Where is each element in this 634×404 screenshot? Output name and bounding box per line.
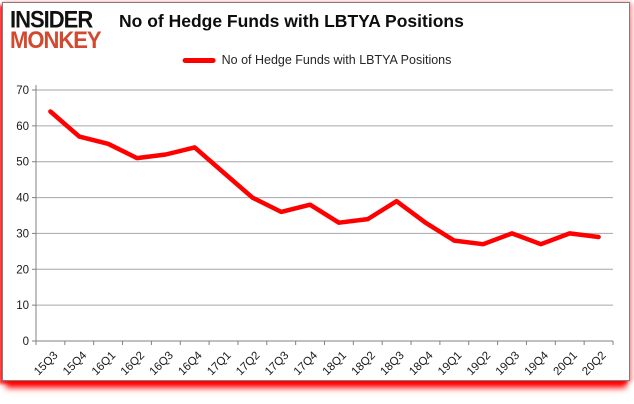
x-tick-label: 16Q1: [90, 350, 118, 378]
legend-line-swatch: [182, 57, 216, 63]
y-tick-label: 30: [16, 228, 29, 240]
legend-label: No of Hedge Funds with LBTYA Positions: [221, 53, 452, 67]
x-tick-label: 18Q3: [378, 350, 406, 378]
logo-insider-text: INSIDER: [10, 5, 93, 33]
x-tick-label: 20Q1: [551, 350, 579, 378]
y-tick-label: 70: [16, 85, 29, 97]
y-tick-label: 20: [16, 264, 29, 276]
y-tick-label: 50: [16, 157, 29, 169]
series-line: [48, 109, 601, 247]
chart-title: No of Hedge Funds with LBTYA Positions: [119, 11, 464, 31]
x-tick-label: 17Q3: [263, 350, 291, 378]
x-tick-label: 20Q2: [580, 350, 608, 378]
insider-monkey-logo: INSIDER MONKEY: [10, 5, 118, 54]
y-tick-label: 0: [23, 336, 29, 348]
x-tick-label: 16Q2: [119, 350, 147, 378]
x-tick-label: 18Q2: [350, 350, 378, 378]
x-tick-label: 19Q2: [465, 350, 493, 378]
x-tick-label: 17Q4: [292, 349, 321, 378]
y-tick-label: 40: [16, 193, 29, 205]
y-tick-label: 10: [16, 300, 29, 312]
legend: No of Hedge Funds with LBTYA Positions: [182, 53, 452, 67]
x-tick-label: 19Q3: [494, 350, 522, 378]
x-tick-label: 18Q4: [407, 349, 436, 378]
x-tick-label: 15Q3: [32, 350, 60, 378]
x-tick-label: 19Q1: [436, 350, 464, 378]
chart-frame: [2, 2, 630, 381]
x-tick-label: 15Q4: [61, 349, 90, 378]
x-tick-label: 17Q1: [205, 350, 233, 378]
x-tick-label: 18Q1: [321, 350, 349, 378]
x-tick-label: 19Q4: [523, 349, 552, 378]
x-tick-label: 16Q4: [176, 349, 205, 378]
x-tick-label: 17Q2: [234, 350, 262, 378]
logo-monkey-text: MONKEY: [10, 26, 102, 54]
x-tick-label: 16Q3: [148, 350, 176, 378]
y-tick-label: 60: [16, 121, 29, 133]
